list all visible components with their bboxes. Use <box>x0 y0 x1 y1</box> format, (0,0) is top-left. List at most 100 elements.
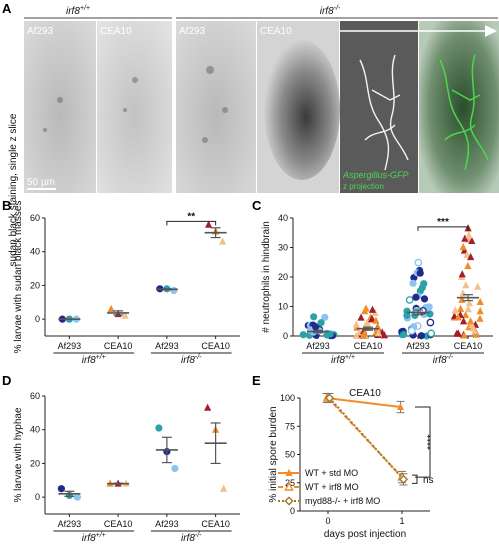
data-point <box>368 314 376 323</box>
data-point <box>425 303 433 311</box>
data-point <box>57 485 65 493</box>
data-point <box>357 313 365 321</box>
legend-label: WT + std MO <box>305 468 358 478</box>
panel-label-d: D <box>2 373 11 388</box>
chart-d: 0 20 40 60 % larvae with hyphae Af293 CEA10 Af2… <box>13 391 240 544</box>
gfp-hyphae <box>359 54 409 171</box>
data-point <box>73 493 81 501</box>
micrograph-ko-cea10-mass <box>264 40 340 180</box>
group-label-ko: irf8-/- <box>433 354 454 366</box>
data-point <box>454 329 462 337</box>
chart-c: 0 10 20 30 40 # neutrophils in hindbrain Af293… <box>261 213 493 366</box>
data-point <box>476 297 484 305</box>
data-point <box>476 314 484 322</box>
tile-label-4: CEA10 <box>260 26 292 37</box>
legend-label: myd88-/- + irf8 MO <box>305 496 380 506</box>
data-point <box>399 330 408 339</box>
significance-label: ns <box>423 475 434 486</box>
y-axis-label: % initial spore burden <box>268 406 279 502</box>
y-tick-label: 40 <box>30 247 40 257</box>
tile-label-1: Af293 <box>27 26 54 37</box>
micrograph-gfp <box>340 21 418 193</box>
data-point <box>462 310 470 319</box>
data-point <box>220 484 228 492</box>
significance-label: *** <box>437 217 449 228</box>
data-point <box>403 311 411 319</box>
x-tick-label: Af293 <box>155 519 179 529</box>
y-tick-label: 20 <box>30 280 40 290</box>
x-tick-label: Af293 <box>58 519 82 529</box>
panel-a-side-label: sudan black staining, single z slice <box>8 113 19 266</box>
tile-label-2: CEA10 <box>100 26 132 37</box>
y-tick-label: 10 <box>278 302 288 312</box>
data-point <box>468 236 476 245</box>
data-point <box>155 424 163 432</box>
data-point <box>426 310 434 318</box>
y-tick-label: 60 <box>30 213 40 223</box>
significance-bracket <box>412 474 418 484</box>
x-tick-label: 1 <box>399 516 404 526</box>
x-tick-label: CEA10 <box>104 519 133 529</box>
panel-label-c: C <box>252 198 262 213</box>
data-point <box>464 305 472 313</box>
data-point <box>372 316 380 324</box>
y-tick-label: 100 <box>280 393 295 403</box>
y-tick-label: 0 <box>35 314 40 324</box>
data-point <box>458 270 466 278</box>
chart-title: CEA10 <box>349 388 381 399</box>
data-point <box>459 289 467 297</box>
series-marker <box>398 474 409 484</box>
y-tick-label: 0 <box>283 331 288 341</box>
data-point <box>380 331 389 339</box>
data-point <box>204 403 212 411</box>
data-point <box>465 299 473 307</box>
data-point <box>312 323 320 331</box>
data-point <box>352 331 360 339</box>
gfp-sublabel: z projection <box>343 182 384 191</box>
chart-e: 0 25 50 75 100% initial spore burden 0 1 days p… <box>268 388 437 540</box>
legend-label: WT + irf8 MO <box>305 482 359 492</box>
y-tick-label: 75 <box>285 421 295 431</box>
scale-bar-label: 50 µm <box>27 177 55 188</box>
x-tick-label: CEA10 <box>201 519 230 529</box>
group-label-wt: irf8+/+ <box>82 532 106 544</box>
significance-bracket <box>417 226 469 231</box>
y-axis-label: % larvae with hyphae <box>13 407 24 502</box>
panel-a: A sudan black staining, single z slice i… <box>2 1 499 266</box>
panel-a-group-wt: irf8+/+ <box>66 5 90 17</box>
data-point <box>407 326 416 335</box>
micrograph-ko-af293 <box>176 21 256 193</box>
y-tick-label: 0 <box>35 492 40 502</box>
data-point <box>363 319 371 327</box>
data-point <box>171 464 179 473</box>
data-point <box>460 331 468 339</box>
data-point <box>359 331 367 339</box>
x-tick-label: CEA10 <box>354 341 383 351</box>
y-tick-label: 40 <box>30 425 40 435</box>
y-tick-label: 20 <box>278 272 288 282</box>
y-tick-label: 20 <box>30 458 40 468</box>
data-point <box>459 317 468 325</box>
data-point <box>107 304 115 313</box>
data-point <box>476 307 484 315</box>
tile-label-3: Af293 <box>179 26 206 37</box>
data-point <box>374 323 382 331</box>
data-point <box>368 305 377 313</box>
data-point <box>412 293 420 301</box>
panel-label-e: E <box>252 373 261 388</box>
data-point <box>417 332 426 340</box>
data-point <box>427 329 436 338</box>
micrograph-blobs <box>43 66 228 143</box>
y-tick-label: 50 <box>285 450 295 460</box>
data-point <box>374 328 383 337</box>
data-point <box>463 250 471 259</box>
group-label-wt: irf8+/+ <box>331 354 355 366</box>
data-point <box>170 286 178 295</box>
data-point <box>458 295 466 303</box>
panel-label-a: A <box>2 1 12 16</box>
x-tick-label: CEA10 <box>201 341 230 351</box>
gfp-label: Aspergillus-GFP <box>342 170 409 180</box>
significance-bracket <box>166 220 217 226</box>
data-point <box>321 313 329 321</box>
